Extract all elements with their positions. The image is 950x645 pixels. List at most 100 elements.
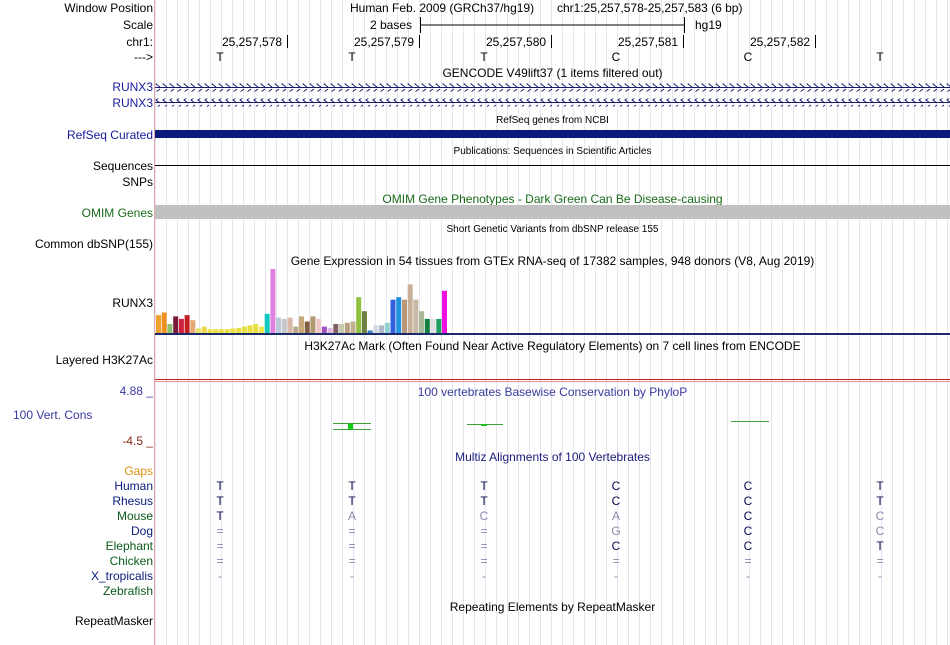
gtex-tissue-bar[interactable]: [390, 299, 396, 333]
species-label[interactable]: Rhesus: [112, 494, 153, 508]
gencode-gene-arrows[interactable]: [155, 80, 950, 110]
dbsnp-track-title[interactable]: Short Genetic Variants from dbSNP releas…: [446, 224, 659, 235]
species-label[interactable]: Chicken: [109, 554, 153, 568]
gencode-item-label[interactable]: RUNX3: [112, 80, 153, 94]
coord-tick: [551, 35, 552, 48]
gtex-tissue-bar[interactable]: [230, 328, 236, 334]
coord-label: 25,257,580: [486, 35, 547, 49]
gtex-tissue-bar[interactable]: [173, 316, 179, 333]
gtex-tissue-bar[interactable]: [259, 326, 264, 333]
species-label[interactable]: Elephant: [105, 539, 153, 553]
gtex-tissue-bar[interactable]: [310, 316, 316, 333]
refseq-gene-bar[interactable]: [155, 130, 950, 138]
coord-tick: [287, 35, 288, 48]
gtex-tissue-bar[interactable]: [350, 321, 356, 334]
dbsnp-track-label[interactable]: Common dbSNP(155): [34, 237, 153, 251]
h3k27ac-track-title[interactable]: H3K27Ac Mark (Often Found Near Active Re…: [304, 339, 801, 353]
h3k27ac-track-label[interactable]: Layered H3K27Ac: [55, 353, 153, 367]
gtex-tissue-bar[interactable]: [224, 329, 230, 333]
species-label[interactable]: X_tropicalis: [90, 569, 153, 583]
gtex-bar-chart[interactable]: [155, 268, 950, 334]
gtex-tissue-bar[interactable]: [167, 324, 173, 333]
gtex-track-label[interactable]: RUNX3: [112, 296, 153, 310]
gtex-tissue-bar[interactable]: [402, 299, 407, 333]
gtex-tissue-bar[interactable]: [339, 324, 344, 333]
gtex-tissue-bar[interactable]: [264, 313, 270, 333]
gtex-tissue-bar[interactable]: [253, 324, 259, 333]
gtex-tissue-bar[interactable]: [270, 269, 276, 333]
multiz-track-title[interactable]: Multiz Alignments of 100 Vertebrates: [455, 450, 650, 464]
gtex-tissue-bar[interactable]: [413, 299, 419, 333]
refseq-track-title[interactable]: RefSeq genes from NCBI: [496, 115, 609, 126]
alignment-base: =: [348, 554, 356, 568]
gtex-tissue-bar[interactable]: [424, 318, 430, 333]
phylop-track-title[interactable]: 100 vertebrates Basewise Conservation by…: [417, 385, 688, 399]
gtex-tissue-bar[interactable]: [373, 325, 379, 333]
phylop-signal[interactable]: [155, 415, 950, 435]
omim-track-label[interactable]: OMIM Genes: [81, 206, 153, 220]
gtex-tissue-bar[interactable]: [161, 312, 167, 334]
alignment-base: =: [348, 524, 356, 538]
repeatmasker-track-label[interactable]: RepeatMasker: [74, 614, 153, 628]
gtex-tissue-bar[interactable]: [419, 311, 425, 333]
gtex-tissue-bar[interactable]: [321, 326, 327, 333]
gtex-tissue-bar[interactable]: [218, 329, 224, 333]
alignment-base: T: [876, 494, 884, 508]
gtex-tissue-bar[interactable]: [293, 326, 299, 333]
gtex-tissue-bar[interactable]: [201, 326, 207, 333]
gtex-tissue-bar[interactable]: [184, 315, 190, 333]
gtex-tissue-bar[interactable]: [156, 315, 161, 333]
gencode-track-title[interactable]: GENCODE V49lift37 (1 items filtered out): [442, 66, 663, 80]
publications-track-label[interactable]: Sequences: [92, 159, 153, 173]
gtex-tissue-bar[interactable]: [287, 317, 293, 333]
gtex-tissue-bar[interactable]: [213, 329, 219, 333]
chrom-label: chr1:: [126, 35, 153, 49]
gtex-tissue-bar[interactable]: [304, 321, 310, 334]
gtex-tissue-bar[interactable]: [247, 325, 253, 333]
gtex-tissue-bar[interactable]: [367, 330, 373, 333]
gtex-tissue-bar[interactable]: [361, 311, 367, 333]
gtex-track-title[interactable]: Gene Expression in 54 tissues from GTEx …: [290, 254, 815, 268]
species-label[interactable]: Human: [114, 479, 153, 493]
gtex-tissue-bar[interactable]: [236, 327, 242, 333]
alignment-base: -: [746, 569, 750, 583]
gtex-tissue-bar[interactable]: [299, 316, 304, 333]
gtex-tissue-bar[interactable]: [190, 320, 196, 333]
repeatmasker-track-title[interactable]: Repeating Elements by RepeatMasker: [449, 600, 656, 614]
species-label[interactable]: Dog: [130, 524, 153, 538]
alignment-base: -: [350, 569, 354, 583]
species-label[interactable]: Mouse: [116, 509, 153, 523]
gtex-tissue-bar[interactable]: [333, 324, 339, 333]
gtex-tissue-bar[interactable]: [196, 328, 201, 334]
publications-track-title[interactable]: Publications: Sequences in Scientific Ar…: [453, 146, 652, 157]
omim-gene-bar[interactable]: [155, 205, 950, 219]
omim-track-title[interactable]: OMIM Gene Phenotypes - Dark Green Can Be…: [382, 192, 723, 206]
base-letter: T: [216, 50, 224, 64]
alignment-base: T: [216, 494, 224, 508]
gtex-tissue-bar[interactable]: [344, 322, 350, 333]
gtex-tissue-bar[interactable]: [316, 318, 322, 333]
gtex-tissue-bar[interactable]: [207, 329, 213, 333]
phylop-track-label[interactable]: 100 Vert. Cons: [13, 408, 93, 422]
alignment-base: A: [347, 509, 356, 523]
snps-label[interactable]: SNPs: [122, 175, 153, 189]
gaps-label[interactable]: Gaps: [124, 464, 153, 478]
gtex-tissue-bar[interactable]: [379, 325, 385, 333]
gtex-tissue-bar[interactable]: [276, 317, 282, 333]
refseq-track-label[interactable]: RefSeq Curated: [66, 128, 153, 142]
gtex-tissue-bar[interactable]: [384, 322, 390, 333]
gtex-tissue-bar[interactable]: [430, 318, 436, 333]
gencode-item-label[interactable]: RUNX3: [112, 96, 153, 110]
gtex-tissue-bar[interactable]: [327, 327, 333, 333]
gtex-tissue-bar[interactable]: [442, 290, 447, 333]
species-label[interactable]: Zebrafish: [102, 584, 153, 598]
gtex-tissue-bar[interactable]: [396, 297, 402, 333]
gtex-tissue-bar[interactable]: [281, 318, 287, 333]
base-letter: T: [348, 50, 356, 64]
gtex-tissue-bar[interactable]: [407, 284, 413, 333]
alignment-base: =: [216, 554, 224, 568]
gtex-tissue-bar[interactable]: [436, 318, 442, 333]
gtex-tissue-bar[interactable]: [241, 326, 247, 333]
gtex-tissue-bar[interactable]: [356, 297, 362, 333]
gtex-tissue-bar[interactable]: [178, 318, 184, 333]
